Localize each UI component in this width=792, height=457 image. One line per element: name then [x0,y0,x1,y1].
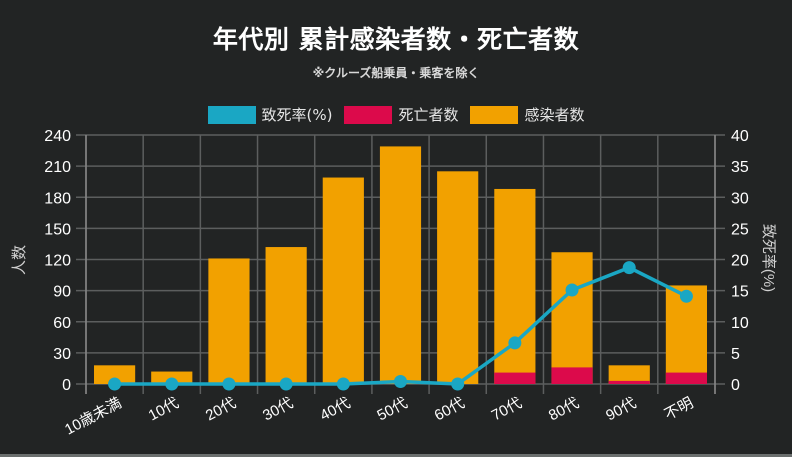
bar-infected[interactable] [608,365,650,384]
rate-point[interactable] [222,377,236,391]
bar-infected[interactable] [379,146,422,384]
rate-point[interactable] [679,289,693,303]
x-tick-label: 90代 [603,395,639,425]
bar-deaths[interactable] [608,380,650,384]
y-tick-left: 120 [44,253,71,270]
rate-point[interactable] [508,336,522,350]
chart-subtitle: ※クルーズ船乗員・乗客を除く [312,66,480,80]
legend-item-infected[interactable]: 感染者数 [470,104,585,125]
x-tick-label: 60代 [432,395,468,425]
bottom-strip [0,454,792,457]
x-tick-label: 30代 [260,395,296,425]
rate-point[interactable] [279,377,293,391]
legend-swatch-infected [470,105,519,124]
legend-swatch-deaths [344,105,393,124]
bar-infected[interactable] [437,171,479,384]
legend-label-infected: 感染者数 [524,106,585,124]
x-tick-label: 70代 [489,395,525,425]
rate-point[interactable] [165,377,179,391]
bar-deaths[interactable] [551,367,593,384]
y-tick-right: 25 [731,221,749,238]
x-tick-label: 40代 [317,395,353,425]
legend-item-rate[interactable]: 致死率(%) [207,104,333,125]
rate-point[interactable] [108,377,122,391]
bar-infected[interactable] [94,365,136,384]
legend-swatch-rate [207,105,256,124]
x-tick-label: 不明 [662,395,696,424]
y-tick-left: 60 [53,315,71,332]
legend-item-deaths[interactable]: 死亡者数 [344,104,458,125]
y-tick-left: 180 [44,190,71,207]
legend-label-deaths: 死亡者数 [398,106,459,124]
y-tick-right: 35 [731,159,749,176]
y-tick-right: 30 [731,190,749,207]
x-tick-label: 80代 [546,395,582,425]
x-tick-label: 20代 [203,395,239,425]
bar-infected[interactable] [551,252,593,384]
bar-deaths[interactable] [665,372,707,384]
y-tick-left: 210 [44,159,71,176]
y-tick-left: 240 [44,128,71,145]
rate-point[interactable] [451,377,465,391]
bar-infected[interactable] [208,258,250,384]
y-tick-left: 90 [53,284,71,301]
rate-point[interactable] [565,283,579,297]
y-tick-right: 0 [731,377,740,394]
rate-point[interactable] [394,375,407,389]
bar-deaths[interactable] [494,372,536,384]
y-tick-left: 0 [62,377,71,394]
x-tick-label: 10歳未満 [62,395,124,439]
y-axis-right-title: 致死率(%) [760,224,777,292]
y-tick-right: 15 [731,284,749,301]
legend-label-rate: 致死率(%) [261,106,333,124]
bar-infected[interactable] [322,177,364,384]
chart-title: 年代別 累計感染者数・死亡者数 [212,25,580,54]
y-tick-left: 30 [53,346,71,363]
y-tick-right: 5 [731,346,740,363]
y-tick-right: 20 [731,253,749,270]
y-axis-left-title: 人数 [11,245,28,275]
rate-point[interactable] [336,377,350,391]
y-tick-right: 40 [731,128,749,145]
y-tick-left: 150 [44,221,71,238]
y-tick-right: 10 [731,315,749,332]
rate-point[interactable] [622,261,636,275]
legend: 致死率(%) 死亡者数 感染者数 [0,104,792,125]
x-tick-label: 50代 [374,395,410,425]
x-tick-label: 10代 [146,395,182,425]
bar-infected[interactable] [265,247,307,384]
